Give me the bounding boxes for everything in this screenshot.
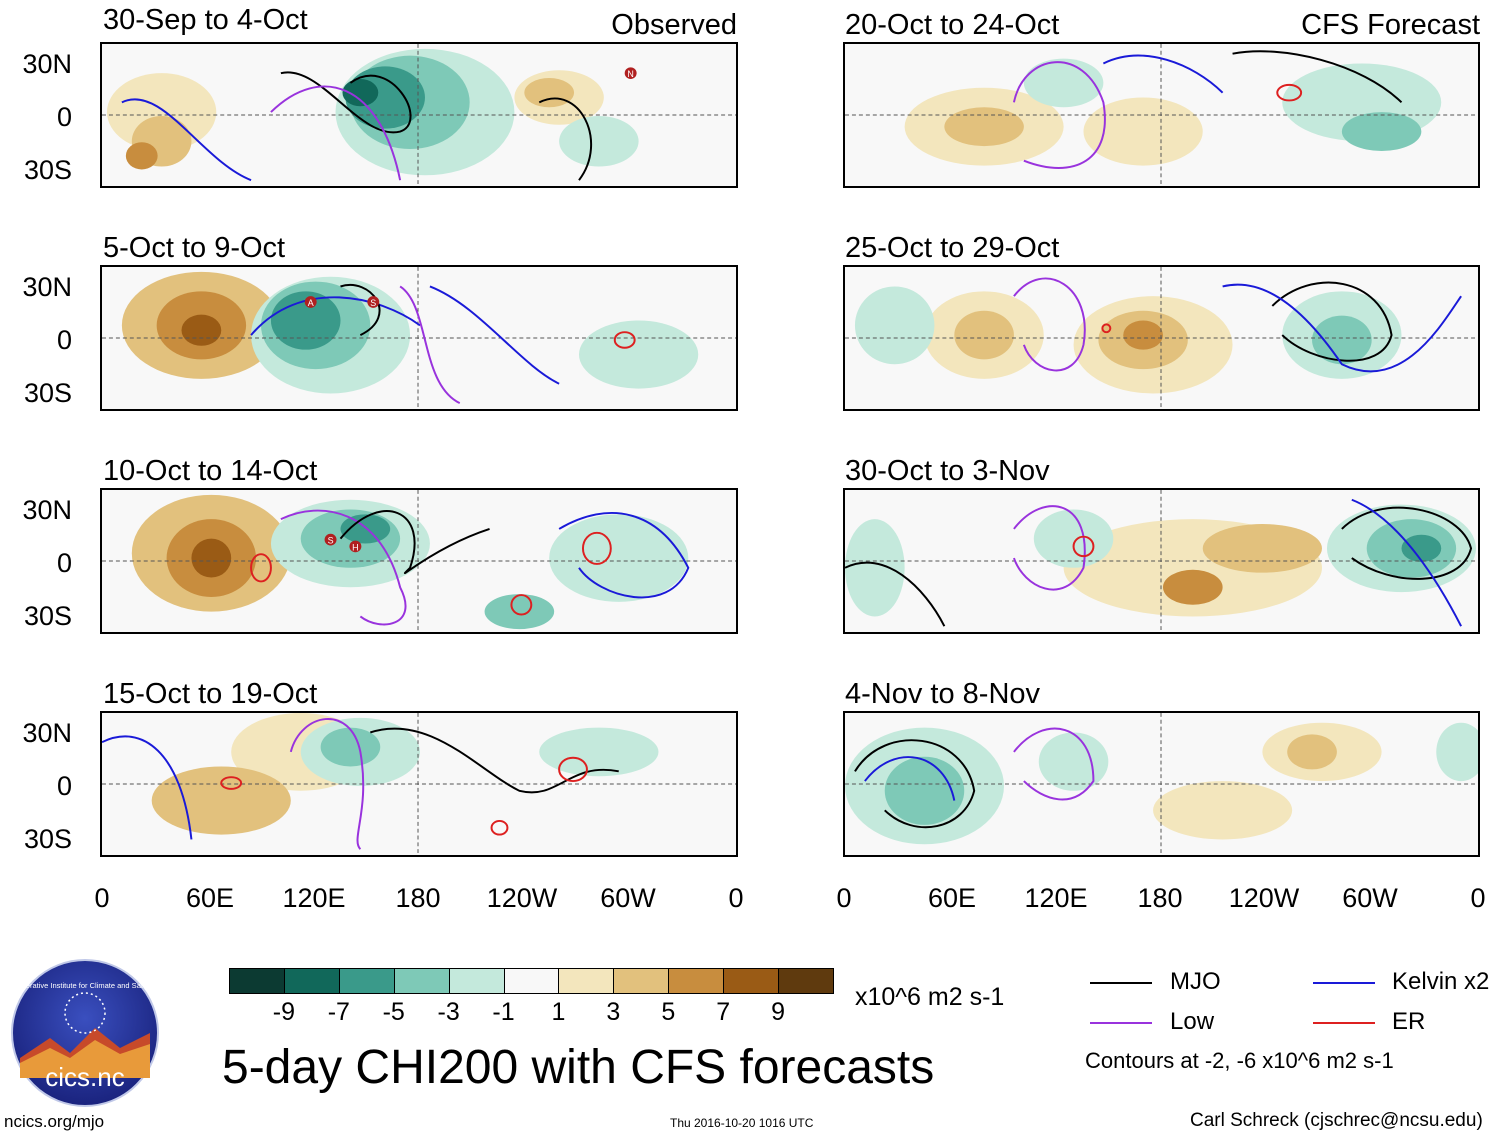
lat-label-eq: 0	[56, 548, 72, 578]
colorbar-tick-label: 3	[606, 998, 621, 1026]
svg-text:N: N	[627, 69, 633, 79]
colorbar-tick-label: -1	[492, 998, 515, 1026]
map-panel-8	[843, 711, 1480, 857]
lat-label-30s: 30S	[23, 378, 72, 408]
map-panel-6	[843, 265, 1480, 411]
colorbar-tick-label: -3	[437, 998, 460, 1026]
legend-er-line	[1313, 1022, 1375, 1024]
colorbar-tick-label: 7	[716, 998, 731, 1026]
lon-label: 60W	[600, 883, 656, 913]
colorbar-units: x10^6 m2 s-1	[855, 983, 1005, 1011]
colorbar-cell	[229, 968, 285, 994]
legend-kelvin-label: Kelvin x2	[1392, 968, 1490, 995]
lat-label-30n: 30N	[22, 49, 72, 79]
svg-text:H: H	[352, 542, 358, 552]
panel-title-7: 30-Oct to 3-Nov	[845, 455, 1050, 487]
lat-label-30n: 30N	[22, 272, 72, 302]
lon-label: 60E	[927, 883, 977, 913]
storm-marker-n	[624, 67, 637, 80]
colorbar-cell	[283, 968, 340, 994]
storm-marker-a	[304, 296, 317, 308]
lon-label: 0	[836, 883, 852, 913]
lon-label: 0	[728, 883, 744, 913]
legend-mjo-label: MJO	[1170, 968, 1221, 995]
svg-text:cics.nc: cics.nc	[45, 1062, 124, 1092]
colorbar-cell	[503, 968, 560, 994]
footer-timestamp: Thu 2016-10-20 1016 UTC	[670, 1116, 814, 1130]
colorbar-cell	[448, 968, 505, 994]
panel-title-3: 10-Oct to 14-Oct	[103, 455, 318, 487]
colorbar-tick-label: 5	[661, 998, 676, 1026]
map-panel-1: N	[100, 42, 738, 188]
lon-label: 60W	[1342, 883, 1398, 913]
lon-label: 120W	[1228, 883, 1300, 913]
lat-label-30s: 30S	[23, 155, 72, 185]
storm-marker-s	[367, 296, 380, 308]
colorbar	[229, 968, 834, 994]
storm-marker-h	[349, 540, 362, 553]
contours-note: Contours at -2, -6 x10^6 m2 s-1	[1085, 1048, 1394, 1073]
legend-mjo-line	[1090, 982, 1152, 984]
legend-low-label: Low	[1170, 1008, 1215, 1035]
lon-label: 120W	[486, 883, 558, 913]
cics-logo: cics.nc Cooperative Institute for Climat…	[8, 958, 162, 1108]
lat-label-30s: 30S	[23, 601, 72, 631]
lon-label: 120E	[282, 883, 346, 913]
svg-text:S: S	[328, 536, 334, 546]
panel-title-6: 25-Oct to 29-Oct	[845, 232, 1060, 264]
colorbar-tick-label: -5	[382, 998, 405, 1026]
lat-label-30n: 30N	[22, 495, 72, 525]
colorbar-cell	[778, 968, 834, 994]
main-title: 5-day CHI200 with CFS forecasts	[222, 1041, 935, 1094]
colorbar-cell	[723, 968, 780, 994]
panel-title-4: 15-Oct to 19-Oct	[103, 678, 318, 710]
colorbar-cell	[668, 968, 725, 994]
svg-text:Cooperative Institute for Clim: Cooperative Institute for Climate and Sa…	[10, 981, 160, 990]
panel-title-1: 30-Sep to 4-Oct	[103, 4, 308, 36]
colorbar-cell	[558, 968, 615, 994]
lat-label-30s: 30S	[23, 824, 72, 854]
panel-title-2: 5-Oct to 9-Oct	[103, 232, 286, 264]
panel-title-8: 4-Nov to 8-Nov	[845, 678, 1041, 710]
colorbar-cell	[393, 968, 450, 994]
legend-kelvin-line	[1313, 982, 1375, 984]
map-panel-2: A S	[100, 265, 738, 411]
lon-label: 180	[1137, 883, 1183, 913]
colorbar-tick-label: -7	[327, 998, 350, 1026]
svg-text:A: A	[308, 298, 314, 308]
lat-label-eq: 0	[56, 102, 72, 132]
lon-label: 0	[1470, 883, 1486, 913]
footer-author: Carl Schreck (cjschrec@ncsu.edu)	[1190, 1110, 1483, 1131]
forecast-label: CFS Forecast	[1301, 9, 1480, 41]
legend-er-label: ER	[1392, 1008, 1426, 1035]
lon-label: 0	[94, 883, 110, 913]
lon-label: 120E	[1024, 883, 1088, 913]
observed-label: Observed	[611, 9, 737, 41]
colorbar-cell	[613, 968, 670, 994]
panel-title-5: 20-Oct to 24-Oct	[845, 9, 1060, 41]
map-panel-7	[843, 488, 1480, 634]
map-panel-4	[100, 711, 738, 857]
colorbar-tick-label: -9	[272, 998, 296, 1026]
lat-label-30n: 30N	[22, 718, 72, 748]
lat-label-eq: 0	[56, 325, 72, 355]
colorbar-labels: -9 -7 -5 -3 -1 1 3 5 7 9	[229, 998, 833, 1028]
legend-low-line	[1090, 1022, 1152, 1024]
colorbar-tick-label: 1	[551, 998, 566, 1026]
svg-text:S: S	[370, 298, 376, 308]
storm-marker-s	[324, 533, 337, 546]
map-panel-3: S H	[100, 488, 738, 634]
footer-url[interactable]: ncics.org/mjo	[4, 1112, 105, 1131]
lon-label: 180	[395, 883, 441, 913]
lat-label-eq: 0	[56, 771, 72, 801]
colorbar-tick-label: 9	[771, 998, 786, 1026]
map-panel-5	[843, 42, 1480, 188]
colorbar-cell	[338, 968, 395, 994]
lon-label: 60E	[185, 883, 235, 913]
